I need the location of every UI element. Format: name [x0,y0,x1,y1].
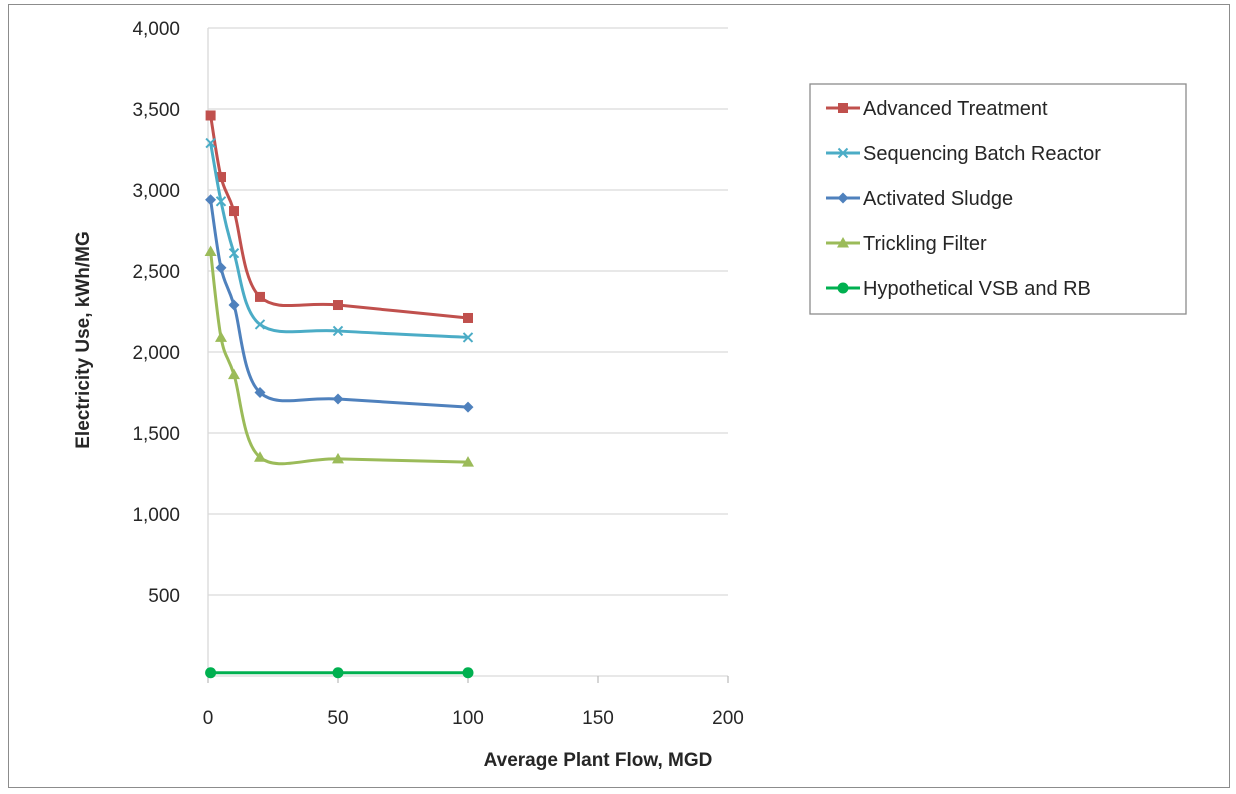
data-point [228,368,240,380]
series-hypothetical-vsb-and-rb [205,667,474,679]
legend-label: Sequencing Batch Reactor [863,143,1101,165]
data-point [254,451,266,462]
data-point [462,667,474,679]
y-tick-label: 2,500 [132,262,180,283]
series-sequencing-batch-reactor [205,137,474,343]
legend-item: Activated Sludge [826,188,1013,210]
data-point [215,196,227,207]
y-axis-title: Electricity Use, kWh/MG [73,231,94,449]
y-axis-ticks: 500 1,000 1,500 2,000 2,500 3,000 3,500 4,000 [132,19,180,607]
x-tick-label: 0 [203,708,214,729]
y-tick-label: 4,000 [132,19,180,40]
data-point [228,299,240,311]
x-tick-label: 100 [452,708,484,729]
data-point [216,172,226,183]
y-tick-label: 3,000 [132,181,180,202]
data-point [463,312,473,323]
data-point [332,393,344,405]
series-advanced-treatment [205,110,473,323]
legend-marker [838,103,848,113]
data-point [229,206,239,217]
data-point [332,667,344,679]
legend-marker [837,192,849,204]
series-trickling-filter [204,245,474,467]
data-point [332,325,344,337]
data-point [205,137,216,149]
data-point [205,667,217,679]
x-axis-ticks: 0 50 100 150 200 [203,708,744,729]
data-point [205,110,216,121]
legend-item: Trickling Filter [826,233,987,255]
legend-item: Sequencing Batch Reactor [826,143,1101,165]
series-activated-sludge [205,194,474,413]
y-tick-label: 500 [148,586,180,607]
grid-lines [207,27,729,683]
data-point [204,245,217,257]
legend-box [809,83,1187,315]
data-point [254,319,266,330]
data-point [205,194,217,206]
legend-label: Advanced Treatment [863,98,1048,120]
legend-marker [837,147,849,159]
x-tick-label: 150 [582,708,614,729]
x-axis-title: Average Plant Flow, MGD [484,750,713,771]
y-tick-label: 3,500 [132,100,180,121]
series-line [209,251,469,466]
y-tick-label: 1,500 [132,424,180,445]
legend-item: Hypothetical VSB and RB [826,278,1091,300]
data-point [215,262,227,274]
data-point [333,300,343,311]
data-point [228,247,240,259]
data-point [254,387,266,398]
series-line [209,115,469,320]
data-point [462,456,474,467]
legend: Advanced Treatment Sequencing Batch React… [809,83,1187,315]
legend-label: Hypothetical VSB and RB [863,278,1091,300]
series-group [204,110,474,679]
data-point [215,331,227,342]
data-point [462,401,474,413]
legend-label: Trickling Filter [863,233,987,255]
data-point [462,332,474,343]
legend-marker [837,237,849,248]
legend-item: Advanced Treatment [826,98,1048,120]
x-tick-label: 50 [327,708,348,729]
y-tick-label: 1,000 [132,505,180,526]
legend-label: Activated Sludge [863,188,1013,210]
x-tick-label: 200 [712,708,744,729]
data-point [255,291,265,302]
data-point [332,452,344,464]
legend-marker [837,282,849,294]
y-tick-label: 2,000 [132,343,180,364]
